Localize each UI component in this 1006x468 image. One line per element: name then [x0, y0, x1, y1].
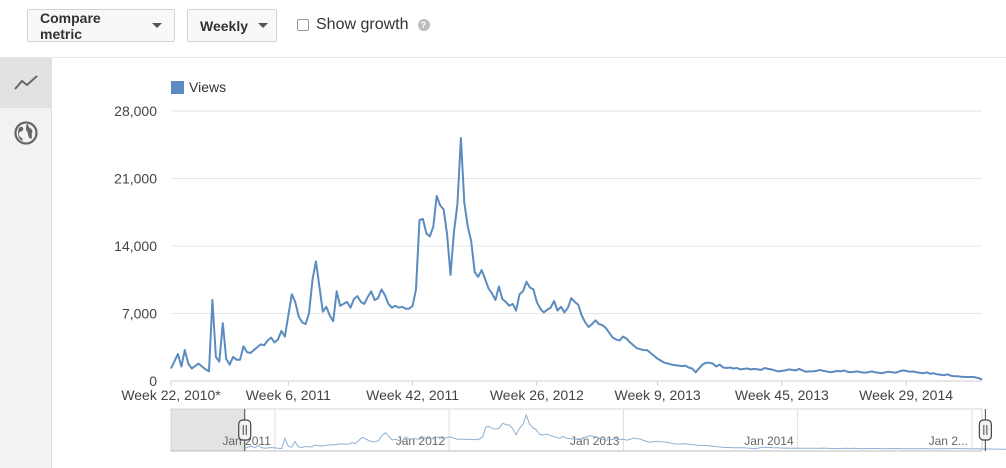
- show-growth-toggle[interactable]: Show growth ?: [297, 16, 430, 34]
- navigator-series-line: [244, 413, 1006, 450]
- y-axis: 0 7,000 14,000 21,000 28,000: [114, 103, 157, 389]
- x-axis: Week 22, 2010* Week 6, 2011 Week 42, 2011 W…: [121, 381, 953, 403]
- help-icon[interactable]: ?: [417, 19, 430, 31]
- navigator-label: Jan 2...: [929, 434, 968, 448]
- navigator-label: Jan 2014: [744, 434, 794, 448]
- line-chart-icon: [13, 75, 38, 90]
- toolbar: Compare metric Weekly Show growth ?: [0, 0, 1006, 58]
- y-tick-label: 14,000: [114, 238, 157, 254]
- navigator-label: Jan 2013: [570, 434, 620, 448]
- chevron-down-icon: [152, 23, 162, 28]
- show-growth-label: Show growth: [316, 16, 409, 33]
- navigator-left-handle[interactable]: [238, 419, 252, 441]
- navigator-label: Jan 2011: [222, 434, 271, 448]
- x-tick-label: Week 22, 2010*: [121, 387, 221, 403]
- x-tick-label: Week 26, 2012: [490, 387, 584, 403]
- globe-icon: [13, 121, 38, 145]
- series-line-views: [170, 137, 983, 381]
- period-dropdown[interactable]: Weekly: [187, 9, 277, 42]
- navigator-unselected-mask: [171, 409, 245, 451]
- chart-type-sidebar: [0, 58, 52, 468]
- y-tick-label: 0: [149, 373, 157, 389]
- show-growth-checkbox[interactable]: [297, 19, 309, 31]
- x-tick-label: Week 45, 2013: [735, 387, 829, 403]
- series-views: [170, 137, 983, 381]
- y-tick-label: 7,000: [122, 306, 157, 322]
- x-tick-label: Week 9, 2013: [615, 387, 701, 403]
- legend-label: Views: [189, 79, 226, 95]
- x-tick-label: Week 6, 2011: [246, 387, 331, 403]
- compare-metric-button[interactable]: Compare metric: [27, 9, 175, 42]
- chart-grid: [171, 110, 982, 382]
- y-tick-label: 28,000: [114, 103, 157, 119]
- compare-metric-label: Compare metric: [40, 9, 101, 42]
- x-tick-label: Week 29, 2014: [859, 387, 953, 403]
- map-view-button[interactable]: [0, 108, 51, 158]
- chevron-down-icon: [258, 23, 268, 28]
- range-navigator[interactable]: Jan 2011 Jan 2012 Jan 2013 Jan 2014 Jan 2...: [170, 408, 1006, 452]
- line-chart-view-button[interactable]: [0, 58, 51, 108]
- x-tick-label: Week 42, 2011: [366, 387, 459, 403]
- y-tick-label: 21,000: [114, 171, 157, 187]
- legend-swatch: [171, 81, 184, 94]
- navigator-right-handle[interactable]: [978, 419, 992, 441]
- period-label: Weekly: [200, 17, 248, 34]
- navigator-label: Jan 2012: [396, 434, 446, 448]
